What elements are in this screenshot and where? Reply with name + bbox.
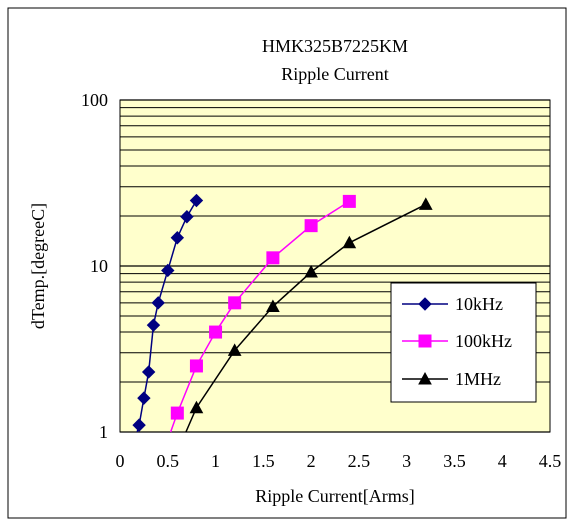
major-gridlines xyxy=(120,99,550,433)
data-point xyxy=(137,391,151,405)
legend-marker xyxy=(418,297,432,311)
data-point xyxy=(418,197,433,210)
data-point xyxy=(342,235,357,249)
data-point xyxy=(151,296,165,310)
legend-marker xyxy=(418,334,432,348)
data-point xyxy=(342,194,356,208)
data-point xyxy=(146,318,161,332)
data-point xyxy=(266,251,280,265)
legend-marker xyxy=(418,371,432,385)
series-line xyxy=(136,200,198,433)
y-tick-labels: 1 10 100 xyxy=(81,90,108,442)
x-tick-label: 1 xyxy=(211,451,220,471)
data-point xyxy=(228,296,242,310)
x-tick-label: 0 xyxy=(116,451,125,471)
data-point xyxy=(170,406,184,420)
x-tick-label: 4.5 xyxy=(539,451,562,471)
y-tick-label: 10 xyxy=(90,256,108,276)
x-tick-label: 4 xyxy=(498,451,507,471)
chart-subtitle: Ripple Current xyxy=(281,64,388,84)
data-point xyxy=(209,325,223,339)
x-tick-label: 1.5 xyxy=(252,451,275,471)
data-point xyxy=(170,231,185,245)
y-tick-label: 100 xyxy=(81,90,108,110)
data-point xyxy=(189,193,204,208)
legend-box xyxy=(390,282,537,403)
y-axis-label: dTemp.[degreeC] xyxy=(28,203,48,329)
x-tick-label: 3 xyxy=(402,451,411,471)
legend-label: 10kHz xyxy=(455,294,503,314)
x-tick-label: 3.5 xyxy=(443,451,466,471)
x-tick-label: 0.5 xyxy=(157,451,180,471)
y-tick-label: 1 xyxy=(99,422,108,442)
chart-title: HMK325B7225KM xyxy=(262,36,408,56)
x-axis-label: Ripple Current[Arms] xyxy=(255,486,414,506)
legend: 10kHz 100kHz 1MHz xyxy=(390,282,537,403)
data-point xyxy=(141,365,156,379)
data-point xyxy=(189,400,204,414)
legend-label: 100kHz xyxy=(455,331,512,351)
x-tick-label: 2 xyxy=(307,451,316,471)
data-point xyxy=(227,343,242,356)
data-point xyxy=(189,359,203,373)
data-point xyxy=(180,210,194,224)
data-point xyxy=(132,418,146,432)
x-tick-label: 2.5 xyxy=(348,451,371,471)
data-point xyxy=(266,299,280,313)
data-point xyxy=(161,263,175,278)
data-point xyxy=(304,219,318,233)
data-point xyxy=(304,264,318,278)
series-group xyxy=(132,193,433,433)
legend-label: 1MHz xyxy=(455,369,501,389)
x-tick-labels: 0 0.5 1 1.5 2 2.5 3 3.5 4 4.5 xyxy=(116,451,562,471)
